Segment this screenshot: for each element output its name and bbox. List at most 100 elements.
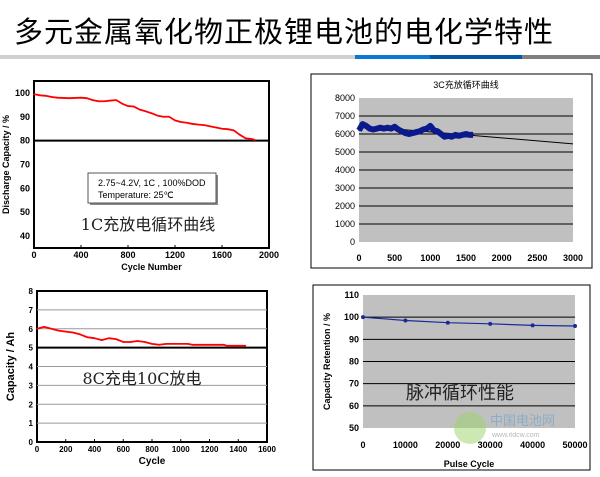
data-point xyxy=(79,333,81,336)
data-point xyxy=(238,133,241,136)
x-tick-label: 0 xyxy=(356,253,361,263)
data-point xyxy=(383,127,385,130)
data-point xyxy=(244,344,247,347)
data-point xyxy=(150,112,153,115)
data-point xyxy=(397,128,400,131)
data-point xyxy=(408,133,410,135)
data-point xyxy=(115,338,117,340)
data-point xyxy=(372,128,375,131)
y-tick-label: 6 xyxy=(29,325,34,334)
data-point xyxy=(530,323,535,328)
data-point xyxy=(465,133,467,135)
data-point xyxy=(156,114,159,117)
data-point xyxy=(100,339,103,341)
data-point xyxy=(361,315,365,320)
data-point xyxy=(187,343,189,345)
chart-caption: 1C充放电循环曲线 xyxy=(81,215,215,234)
y-tick-label: 0 xyxy=(350,237,355,247)
data-point xyxy=(174,119,176,122)
x-tick-label: 1400 xyxy=(229,445,247,454)
data-point xyxy=(165,343,168,345)
data-point xyxy=(472,134,474,136)
y-tick-label: 2000 xyxy=(335,201,355,211)
data-point xyxy=(254,139,256,141)
y-tick-label: 1000 xyxy=(335,219,355,229)
x-tick-label: 800 xyxy=(145,445,159,454)
data-point xyxy=(404,132,407,134)
data-point xyxy=(250,138,253,140)
data-point xyxy=(244,137,247,140)
data-point xyxy=(488,321,493,326)
data-point xyxy=(108,337,110,339)
data-point xyxy=(227,128,229,130)
x-tick-label: 2000 xyxy=(492,253,512,263)
data-point xyxy=(91,99,94,101)
x-tick-label: 30000 xyxy=(478,440,503,450)
watermark-logo xyxy=(454,412,486,444)
data-point xyxy=(225,344,228,347)
data-point xyxy=(86,97,88,99)
data-point xyxy=(209,125,212,128)
data-point xyxy=(433,129,435,132)
data-point xyxy=(185,121,188,124)
chart-caption: 脉冲循环性能 xyxy=(406,383,514,404)
data-point xyxy=(36,327,38,330)
legend-box xyxy=(87,172,217,204)
data-point xyxy=(93,337,96,339)
data-point xyxy=(436,130,439,133)
data-point xyxy=(191,123,194,125)
x-tick-label: 10000 xyxy=(393,440,418,450)
data-point xyxy=(57,329,60,332)
x-tick-label: 600 xyxy=(117,445,131,454)
x-tick-label: 400 xyxy=(73,250,88,260)
y-tick-label: 8000 xyxy=(335,93,355,103)
data-point xyxy=(215,126,217,129)
y-axis-label: Capacity Retention / % xyxy=(322,313,332,410)
y-tick-label: 60 xyxy=(20,183,30,193)
x-tick-label: 1000 xyxy=(172,445,190,454)
y-tick-label: 70 xyxy=(349,379,359,389)
data-point xyxy=(144,110,147,113)
data-point xyxy=(418,130,421,133)
title-underline-accent xyxy=(355,55,430,59)
x-axis-label: Cycle Number xyxy=(121,262,182,272)
y-tick-label: 0 xyxy=(29,438,34,447)
data-point xyxy=(393,126,396,128)
data-point xyxy=(68,97,71,99)
y-tick-label: 5000 xyxy=(335,147,355,157)
data-point xyxy=(180,121,182,123)
legend-text: 2.75~4.2V, 1C , 100%DOD xyxy=(98,178,206,188)
y-axis-label: Discharge Capacity / % xyxy=(1,115,11,214)
data-point xyxy=(450,135,453,138)
data-point xyxy=(109,99,112,102)
data-point xyxy=(158,343,160,346)
data-point xyxy=(223,343,225,346)
x-tick-label: 40000 xyxy=(520,440,545,450)
data-point xyxy=(39,94,41,97)
y-tick-label: 100 xyxy=(344,312,359,322)
data-point xyxy=(454,134,457,136)
data-point xyxy=(97,100,100,103)
x-tick-label: 1600 xyxy=(212,250,232,260)
data-point xyxy=(458,135,460,137)
x-axis-label: Pulse Cycle xyxy=(444,459,495,469)
y-tick-label: 3000 xyxy=(335,183,355,193)
y-tick-label: 6000 xyxy=(335,129,355,139)
data-point xyxy=(169,343,172,345)
data-point xyxy=(162,115,165,118)
chart-caption: 8C充电10C放电 xyxy=(82,369,201,388)
data-point xyxy=(443,135,446,138)
data-point xyxy=(203,124,206,126)
data-series xyxy=(36,325,246,347)
data-point xyxy=(358,129,360,132)
y-tick-label: 50 xyxy=(20,207,30,217)
y-axis-label: Capacity / Ah xyxy=(5,332,17,402)
y-tick-label: 2 xyxy=(29,400,34,409)
data-point xyxy=(151,343,153,345)
y-tick-label: 70 xyxy=(20,160,30,170)
data-point xyxy=(86,336,89,339)
x-tick-label: 1000 xyxy=(420,253,440,263)
plot-area xyxy=(33,80,270,249)
x-tick-label: 2000 xyxy=(259,250,279,260)
